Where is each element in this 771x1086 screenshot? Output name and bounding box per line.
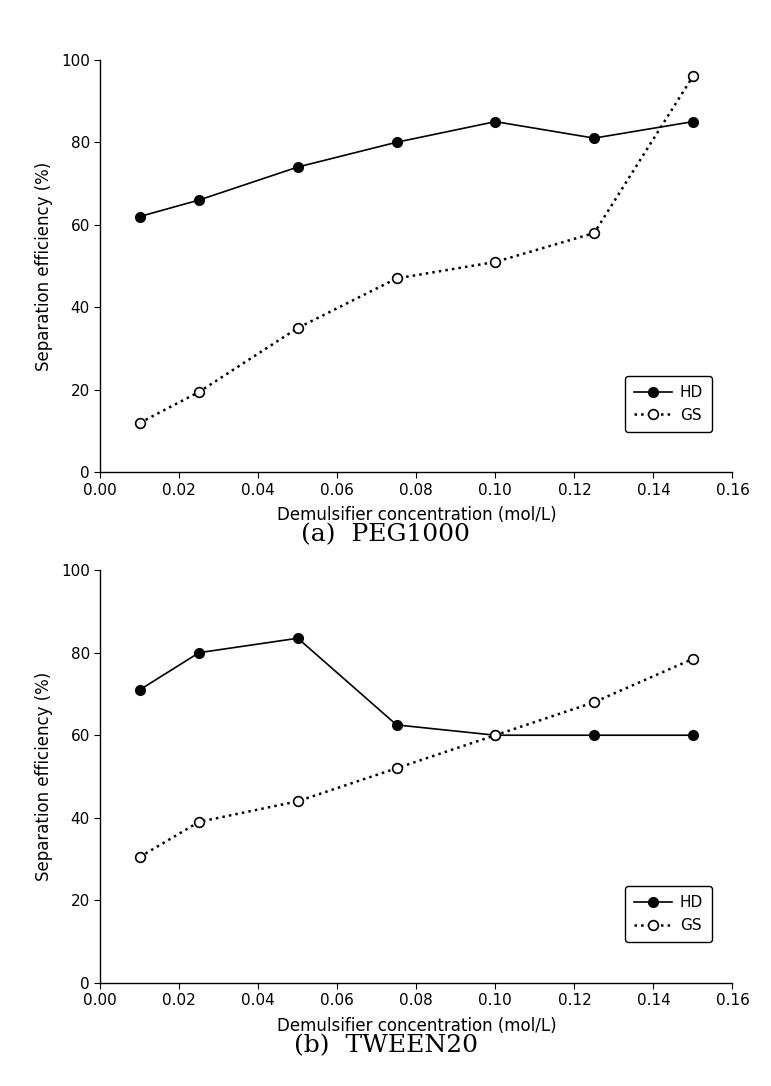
GS [490,729,500,742]
HD [135,683,144,696]
Line: HD: HD [135,117,698,222]
HD [490,115,500,128]
GS [689,653,698,666]
HD [689,115,698,128]
X-axis label: Demulsifier concentration (mol/L): Demulsifier concentration (mol/L) [277,1016,556,1035]
GS [490,255,500,268]
Line: GS: GS [135,654,698,862]
HD [590,131,599,144]
HD [392,136,401,149]
GS [194,386,204,399]
Text: (a)  PEG1000: (a) PEG1000 [301,523,470,546]
GS [590,227,599,240]
HD [293,632,302,645]
GS [293,321,302,334]
GS [293,795,302,808]
HD [392,719,401,732]
GS [135,850,144,863]
HD [293,161,302,174]
HD [590,729,599,742]
HD [194,193,204,206]
GS [689,70,698,83]
HD [194,646,204,659]
X-axis label: Demulsifier concentration (mol/L): Demulsifier concentration (mol/L) [277,506,556,525]
Y-axis label: Separation efficiency (%): Separation efficiency (%) [35,672,52,881]
GS [135,416,144,429]
Line: GS: GS [135,72,698,428]
Legend: HD, GS: HD, GS [625,886,712,943]
Line: HD: HD [135,633,698,740]
HD [490,729,500,742]
Text: (b)  TWEEN20: (b) TWEEN20 [294,1034,477,1057]
HD [135,210,144,223]
Legend: HD, GS: HD, GS [625,376,712,432]
GS [194,816,204,829]
GS [392,761,401,774]
GS [590,696,599,709]
HD [689,729,698,742]
Y-axis label: Separation efficiency (%): Separation efficiency (%) [35,162,52,370]
GS [392,272,401,285]
